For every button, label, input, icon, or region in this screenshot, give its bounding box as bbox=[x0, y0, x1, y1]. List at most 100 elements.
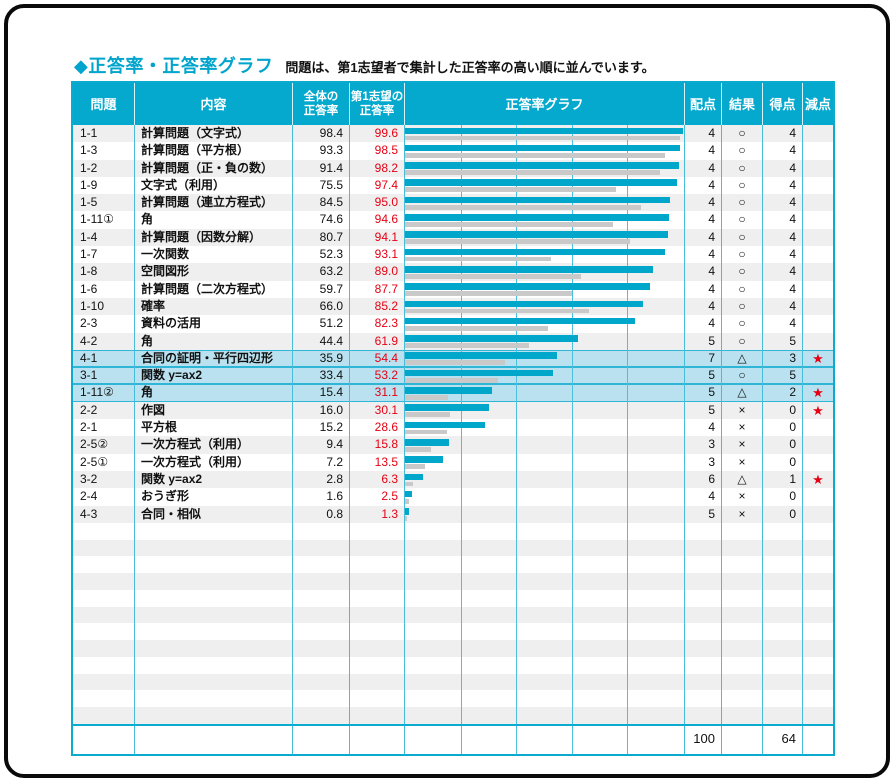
row-content-label: 合同・相似 bbox=[135, 505, 293, 523]
first-choice-rate-value: 54.4 bbox=[350, 349, 405, 368]
result-mark: ○ bbox=[722, 194, 763, 212]
first-choice-rate-value: 95.0 bbox=[350, 194, 405, 212]
row-problem-id bbox=[73, 690, 135, 708]
first-choice-rate-value: 1.3 bbox=[350, 505, 405, 523]
score-value bbox=[763, 573, 803, 590]
table-row: 2-3 資料の活用 51.2 82.3 4 ○ 4 bbox=[73, 315, 833, 333]
table-row: 2-5① 一次方程式（利用） 7.2 13.5 3 × 0 bbox=[73, 453, 833, 471]
row-content-label bbox=[135, 690, 293, 708]
overall-rate-value: 2.8 bbox=[293, 470, 350, 489]
rate-graph-cell bbox=[405, 623, 685, 641]
overall-rate-bar bbox=[405, 412, 450, 418]
col-header-problem: 問題 bbox=[73, 83, 135, 125]
score-value bbox=[763, 539, 803, 557]
first-choice-rate-value: 2.5 bbox=[350, 488, 405, 506]
row-content-label: 角 bbox=[135, 211, 293, 229]
rate-graph-cell bbox=[405, 690, 685, 708]
overall-rate-value: 84.5 bbox=[293, 194, 350, 212]
points-value: 4 bbox=[685, 280, 722, 298]
first-choice-rate-value bbox=[350, 589, 405, 607]
result-mark bbox=[722, 606, 763, 624]
first-choice-rate-value: 61.9 bbox=[350, 332, 405, 350]
rate-graph-cell bbox=[405, 280, 685, 298]
total-content-cell bbox=[135, 726, 293, 754]
row-problem-id: 2-5① bbox=[73, 453, 135, 471]
first-choice-rate-bar bbox=[405, 162, 679, 169]
deduction-star-icon: ★ bbox=[812, 350, 824, 366]
empty-row bbox=[73, 539, 833, 557]
row-content-label: 平方根 bbox=[135, 419, 293, 437]
score-value: 0 bbox=[763, 505, 803, 523]
result-mark: ○ bbox=[722, 159, 763, 177]
points-value bbox=[685, 690, 722, 708]
row-problem-id bbox=[73, 539, 135, 557]
row-content-label: 空間図形 bbox=[135, 263, 293, 281]
row-content-label bbox=[135, 539, 293, 557]
table-row: 1-5 計算問題（連立方程式） 84.5 95.0 4 ○ 4 bbox=[73, 194, 833, 212]
overall-rate-value: 91.4 bbox=[293, 159, 350, 177]
overall-rate-bar bbox=[405, 273, 582, 279]
points-value: 4 bbox=[685, 194, 722, 212]
score-value bbox=[763, 522, 803, 540]
overall-rate-value: 93.3 bbox=[293, 142, 350, 160]
score-value: 0 bbox=[763, 488, 803, 506]
result-mark: × bbox=[722, 401, 763, 420]
col-header-content: 内容 bbox=[135, 83, 293, 125]
row-problem-id: 4-1 bbox=[73, 349, 135, 368]
rate-graph-cell bbox=[405, 125, 685, 143]
deduction-cell bbox=[803, 160, 833, 177]
page-title: ◆正答率・正答率グラフ bbox=[74, 56, 274, 76]
overall-rate-value: 59.7 bbox=[293, 280, 350, 298]
rate-table: 問題 内容 全体の 正答率 第1志望の 正答率 正答率グラフ 配点 結果 得点 減点… bbox=[71, 81, 835, 756]
row-problem-id: 2-5② bbox=[73, 436, 135, 454]
col-header-score: 得点 bbox=[763, 83, 803, 125]
score-value: 4 bbox=[763, 315, 803, 333]
first-choice-rate-value: 6.3 bbox=[350, 470, 405, 489]
points-value: 5 bbox=[685, 367, 722, 385]
score-value: 4 bbox=[763, 280, 803, 298]
result-mark bbox=[722, 656, 763, 674]
overall-rate-value: 16.0 bbox=[293, 401, 350, 420]
score-value bbox=[763, 606, 803, 624]
score-value bbox=[763, 690, 803, 708]
row-content-label: 関数 y=ax2 bbox=[135, 470, 293, 489]
rate-graph-cell bbox=[405, 556, 685, 574]
first-choice-rate-bar bbox=[405, 335, 578, 342]
first-choice-rate-bar bbox=[405, 231, 668, 238]
first-choice-rate-value bbox=[350, 656, 405, 674]
table-row: 1-6 計算問題（二次方程式） 59.7 87.7 4 ○ 4 bbox=[73, 280, 833, 298]
overall-rate-value bbox=[293, 640, 350, 657]
overall-rate-bar bbox=[405, 170, 660, 175]
score-value: 5 bbox=[763, 367, 803, 385]
rate-graph-cell bbox=[405, 176, 685, 195]
row-content-label: 計算問題（正・負の数） bbox=[135, 159, 293, 177]
overall-rate-value: 15.2 bbox=[293, 419, 350, 437]
points-value bbox=[685, 522, 722, 540]
score-value: 3 bbox=[763, 349, 803, 368]
first-choice-rate-value: 30.1 bbox=[350, 401, 405, 420]
result-mark: × bbox=[722, 505, 763, 523]
score-value bbox=[763, 556, 803, 574]
result-mark: ○ bbox=[722, 246, 763, 264]
row-content-label: 一次方程式（利用） bbox=[135, 436, 293, 454]
points-value: 4 bbox=[685, 246, 722, 264]
col-header-overall-rate: 全体の 正答率 bbox=[293, 83, 350, 125]
rate-graph-cell bbox=[405, 419, 685, 437]
empty-row bbox=[73, 673, 833, 691]
first-choice-rate-value: 97.4 bbox=[350, 176, 405, 195]
rate-graph-cell bbox=[405, 606, 685, 624]
rate-graph-cell bbox=[405, 142, 685, 160]
points-value: 4 bbox=[685, 211, 722, 229]
rate-graph-cell bbox=[405, 522, 685, 540]
overall-rate-value: 52.3 bbox=[293, 246, 350, 264]
first-choice-rate-value: 98.5 bbox=[350, 142, 405, 160]
score-value: 4 bbox=[763, 246, 803, 264]
score-value bbox=[763, 640, 803, 657]
rate-graph-cell bbox=[405, 470, 685, 489]
result-mark bbox=[722, 573, 763, 590]
table-row: 1-9 文字式（利用） 75.5 97.4 4 ○ 4 bbox=[73, 176, 833, 195]
row-problem-id: 1-11① bbox=[73, 211, 135, 229]
row-problem-id bbox=[73, 606, 135, 624]
score-value: 5 bbox=[763, 332, 803, 350]
result-mark bbox=[722, 707, 763, 725]
